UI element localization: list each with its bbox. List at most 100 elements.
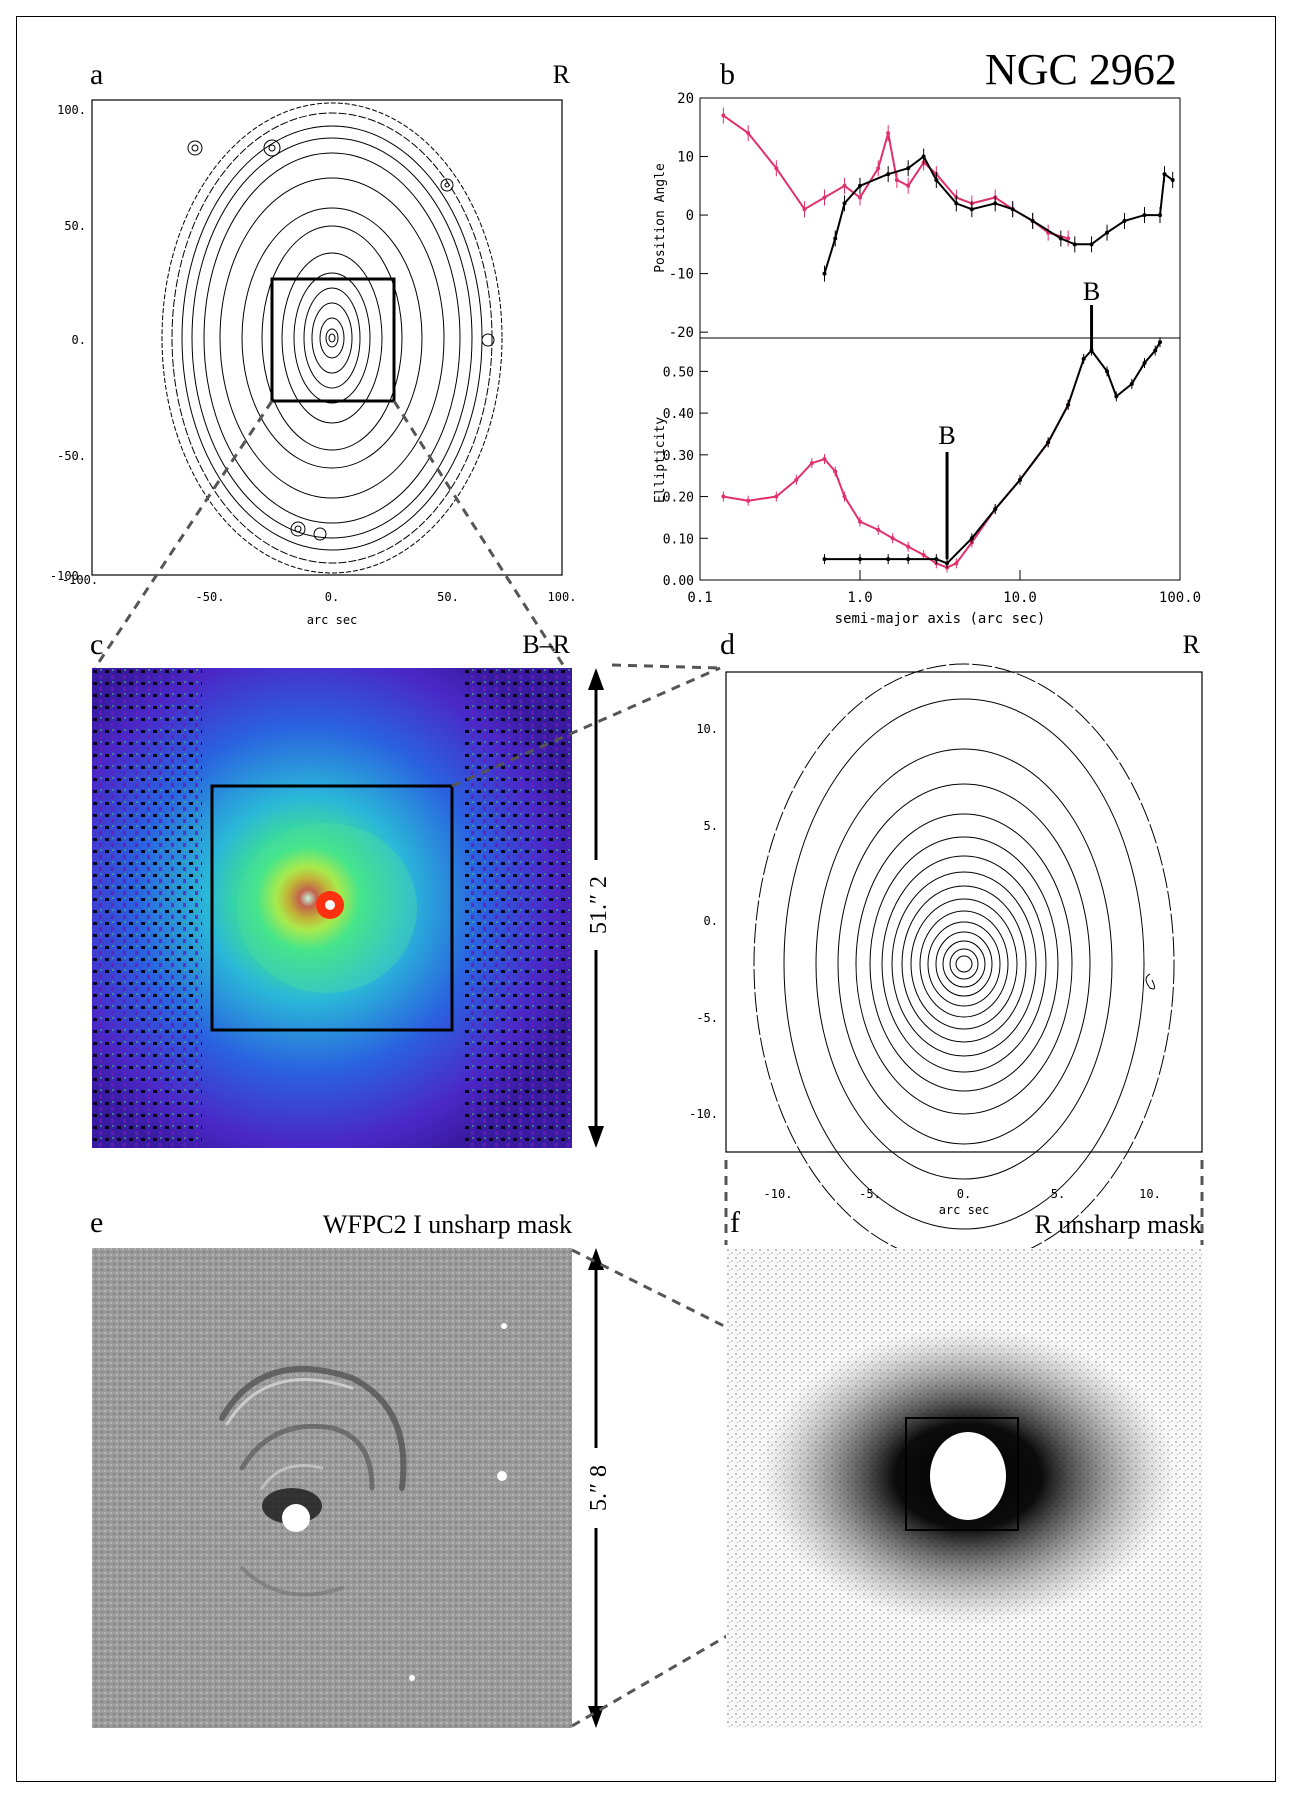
ell-ylabel: Ellipticity [653,417,668,503]
panel-e-image [92,1248,572,1728]
a-xtick: -50. [196,590,225,604]
pa-tick-label: -20 [669,325,694,341]
b-xtick-label: 10.0 [1003,590,1037,606]
data-point [886,557,891,562]
figure-title: NGC 2962 [985,45,1177,94]
data-point [1170,177,1175,182]
data-point [1081,356,1086,361]
ell-tick-label: 0.50 [663,365,694,380]
data-point [1158,340,1163,345]
ell-tick-label: 0.20 [663,491,694,506]
data-point [886,172,891,177]
data-point [842,494,847,499]
data-point [1072,242,1077,247]
data-point [1122,218,1127,223]
panel-b-letter: b [720,58,735,91]
data-point [1046,440,1051,445]
figure-frame [16,16,1276,1782]
data-point [993,507,998,512]
data-point [906,183,911,188]
b-xtick-label: 1.0 [847,590,872,606]
d-xtick: -5. [859,1187,881,1201]
data-point [1058,236,1063,241]
d-ytick: -5. [696,1011,718,1025]
panel-a-letter: a [90,58,104,91]
data-point [809,461,814,466]
data-point [890,536,895,541]
panel-c-band: B–R [522,630,570,659]
pa-tick-label: -10 [669,267,694,283]
panel-d-band: R [1182,630,1200,659]
data-point [969,536,974,541]
d-ytick: -10. [689,1107,718,1121]
b-xtick-label: 100.0 [1159,590,1201,606]
pa-tick-label: 10 [677,150,694,166]
data-point [1153,348,1158,353]
data-point [921,552,926,557]
panel-f-zoom-box [905,1417,1019,1531]
panel-e-scale-label: 5.″ 8 [586,1465,612,1511]
a-ytick: -50. [57,449,86,463]
data-point [1158,213,1163,218]
data-point [954,201,959,206]
d-ytick: 5. [704,819,718,833]
data-point [969,207,974,212]
data-point [886,131,891,136]
data-point [1030,218,1035,223]
data-point [1066,236,1071,241]
panel-c-image [92,668,572,1148]
panel-a-zoom-lines [93,400,567,669]
data-point [906,166,911,171]
data-point [906,544,911,549]
data-point [934,557,939,562]
data-point [934,177,939,182]
data-point [822,271,827,276]
data-point [721,113,726,118]
ell-tick-label: 0.40 [663,407,694,422]
panel-c-scale-label: 51.″ 2 [586,876,612,934]
data-point [1010,207,1015,212]
data-point [1105,230,1110,235]
data-point [1114,394,1119,399]
data-point [993,201,998,206]
data-point [794,477,799,482]
data-point [858,195,862,200]
data-point [1142,361,1147,366]
panel-a-ticks: -100. -50. 0. 50. 100. arc sec 100. 50. … [50,103,577,627]
data-point [876,166,881,171]
data-point [774,494,779,499]
d-ytick: 10. [696,722,718,736]
a-ytick: 0. [72,333,86,347]
data-point [858,183,862,188]
panel-a-band: R [552,60,570,89]
panel-e-band: WFPC2 I unsharp mask [322,1210,572,1239]
data-point [774,166,779,171]
data-point [1129,381,1134,386]
a-ytick: 50. [64,219,86,233]
data-point [1089,242,1094,247]
data-point [945,561,950,566]
panel-f-image [726,1248,1202,1728]
data-point [822,557,827,562]
a-ytick: 100. [57,103,86,117]
data-point [746,131,751,136]
data-point [833,236,838,241]
data-point [822,457,827,461]
panel-c-letter: c [90,628,104,661]
a-xtick: 50. [437,590,459,604]
data-point [858,557,862,562]
data-point [876,527,881,532]
a-xtick: 0. [325,590,339,604]
data-point [906,557,911,562]
ell-axes-box [699,337,1181,581]
ell-marker-label: B [938,421,955,450]
data-point [1066,402,1071,407]
d-xlabel: arc sec [939,1203,990,1217]
ell-tick-label: 0.00 [663,574,694,589]
panel-f-band: R unsharp mask [1034,1210,1202,1239]
data-point [1162,172,1167,177]
a-xtick: 100. [548,590,577,604]
data-point [721,494,726,499]
